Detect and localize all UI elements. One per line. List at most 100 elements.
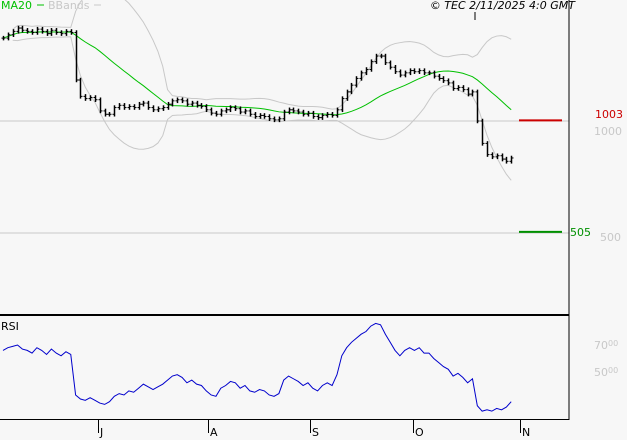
rsi-line xyxy=(2,322,512,412)
ohlc-bar xyxy=(199,103,204,109)
ohlc-bar xyxy=(161,105,166,111)
price-bars xyxy=(1,25,514,164)
ohlc-bar xyxy=(20,25,25,33)
ohlc-bar xyxy=(509,155,514,164)
level-label-resistance: 1003 xyxy=(595,108,623,121)
ohlc-bar xyxy=(349,82,354,95)
ohlc-bar xyxy=(393,65,398,74)
ohlc-bar xyxy=(25,28,30,34)
ohlc-bar xyxy=(470,89,475,97)
ohlc-bar xyxy=(441,76,446,83)
ohlc-bar xyxy=(224,107,229,114)
ohlc-bar xyxy=(311,110,316,119)
ohlc-bar xyxy=(137,101,142,110)
ohlc-bar xyxy=(170,98,175,107)
ohlc-bar xyxy=(277,116,282,123)
ohlc-bar xyxy=(146,100,151,110)
bband-upper xyxy=(12,0,512,110)
ohlc-bar xyxy=(475,89,480,124)
ohlc-bar xyxy=(185,98,190,107)
ohlc-bar xyxy=(422,68,427,76)
ohlc-bar xyxy=(354,76,359,88)
ohlc-bar xyxy=(398,69,403,78)
ohlc-bar xyxy=(107,112,112,117)
ohlc-bar xyxy=(49,28,54,36)
ohlc-bar xyxy=(379,53,384,59)
ohlc-bar xyxy=(359,70,364,81)
bbands-layer xyxy=(12,0,512,181)
ohlc-bar xyxy=(78,77,83,99)
ohlc-bar xyxy=(93,95,98,102)
ohlc-bar xyxy=(204,104,209,113)
y-tick-500: 500 xyxy=(600,231,621,244)
x-tick-label: A xyxy=(210,426,218,439)
bbands-legend: BBands xyxy=(48,0,90,12)
ohlc-bar xyxy=(127,104,132,110)
ohlc-bar xyxy=(451,80,456,91)
ohlc-bar xyxy=(103,108,108,117)
ohlc-bar xyxy=(364,67,369,76)
ohlc-bar xyxy=(417,68,422,74)
ohlc-bar xyxy=(16,25,21,34)
ohlc-bar xyxy=(1,35,6,41)
ohlc-bar xyxy=(141,100,146,107)
ohlc-bar xyxy=(40,26,45,34)
bband-lower xyxy=(12,36,512,181)
ohlc-bar xyxy=(209,107,214,116)
ohlc-bar xyxy=(466,87,471,97)
ohlc-bar xyxy=(369,59,374,72)
ohlc-bar xyxy=(195,100,200,108)
ohlc-bar xyxy=(408,68,413,76)
y-tick-1000: 1000 xyxy=(594,125,622,138)
ohlc-bar xyxy=(461,85,466,92)
ohlc-bar xyxy=(345,89,350,101)
ohlc-bar xyxy=(219,108,224,117)
ohlc-bar xyxy=(132,104,137,110)
ma20-line xyxy=(2,31,512,116)
ohlc-bar xyxy=(306,110,311,117)
ma20-layer xyxy=(2,31,512,116)
ohlc-bar xyxy=(495,153,500,160)
ohlc-bar xyxy=(35,26,40,35)
rsi-tick-50: 5000 xyxy=(594,366,618,379)
ohlc-bar xyxy=(480,118,485,146)
ohlc-bar xyxy=(490,152,495,160)
ohlc-bar xyxy=(388,60,393,70)
ohlc-bar xyxy=(45,29,50,36)
ohlc-bar xyxy=(228,105,233,113)
ohlc-bar xyxy=(112,105,117,117)
ohlc-bar xyxy=(11,29,16,37)
ohlc-bar xyxy=(291,107,296,114)
ohlc-bar xyxy=(432,70,437,79)
ohlc-bar xyxy=(54,28,59,35)
ohlc-bar xyxy=(262,113,267,119)
level-label-support: 505 xyxy=(570,226,591,239)
ohlc-bar xyxy=(74,30,79,83)
ohlc-bar xyxy=(98,97,103,114)
rsi-title: RSI xyxy=(1,320,19,333)
ohlc-bar xyxy=(301,109,306,117)
rsi-layer xyxy=(2,322,512,412)
ohlc-bar xyxy=(180,97,185,104)
ohlc-bar xyxy=(117,103,122,110)
ohlc-bar xyxy=(287,107,292,115)
ohlc-bar xyxy=(175,97,180,104)
ohlc-bar xyxy=(59,30,64,36)
ohlc-bar xyxy=(272,116,277,123)
ohlc-bar xyxy=(69,29,74,35)
ohlc-bar xyxy=(6,32,11,41)
ohlc-bar xyxy=(30,29,35,35)
ohlc-bar xyxy=(243,108,248,115)
ohlc-bar xyxy=(214,110,219,117)
ma20-legend: MA20 xyxy=(1,0,32,12)
ohlc-bar xyxy=(258,113,263,119)
ohlc-bar xyxy=(320,113,325,120)
ohlc-bar xyxy=(403,70,408,78)
ohlc-bar xyxy=(282,109,287,121)
x-tick-label: O xyxy=(415,426,424,439)
ohlc-bar xyxy=(340,96,345,113)
ohlc-bar xyxy=(374,53,379,64)
